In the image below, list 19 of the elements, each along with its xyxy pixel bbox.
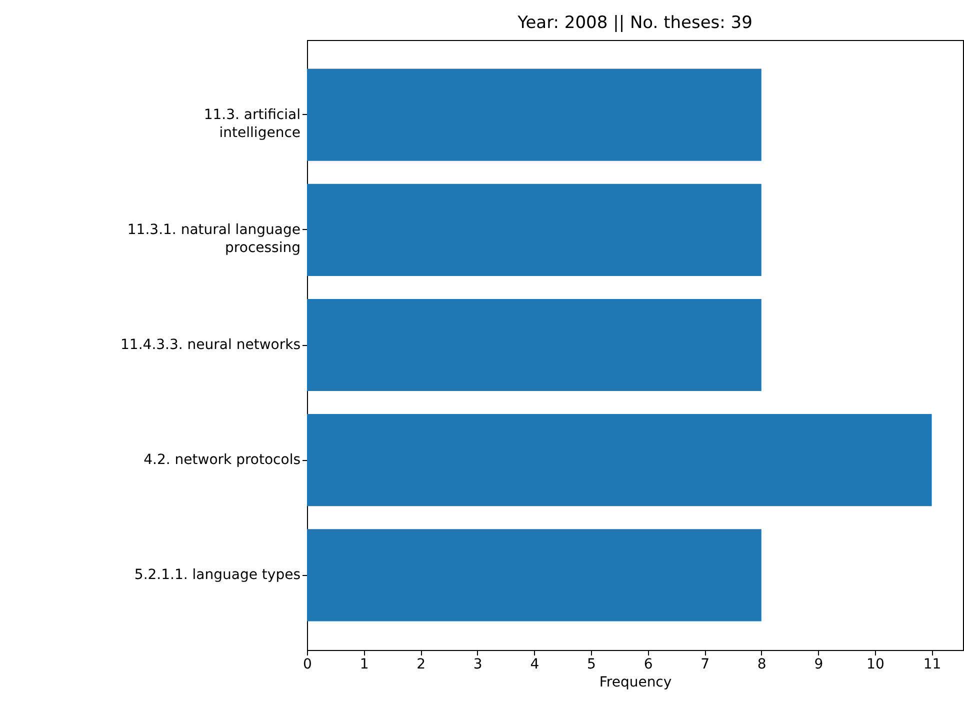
x-tick-label: 0 <box>303 656 312 672</box>
x-tick-label: 2 <box>416 656 426 672</box>
y-tick-label: 4.2. network protocols <box>144 452 300 468</box>
x-tick-label: 9 <box>814 656 824 672</box>
x-axis-title: Frequency <box>599 674 672 690</box>
y-tick-label: 5.2.1.1. language types <box>134 567 300 584</box>
chart-title: Year: 2008 || No. theses: 39 <box>516 13 752 33</box>
x-tick-label: 11 <box>923 656 942 672</box>
x-tick-label: 3 <box>473 656 482 672</box>
x-tick-label: 10 <box>866 656 884 672</box>
x-tick-label: 1 <box>360 656 369 672</box>
y-tick-label: 11.3. artificial intelligence <box>204 106 300 141</box>
y-tick-label: 11.3.1. natural language processing <box>127 222 300 256</box>
y-tick-label: 11.4.3.3. neural networks <box>120 337 300 353</box>
x-tick-label: 8 <box>757 656 766 672</box>
x-tick-label: 5 <box>587 656 596 672</box>
x-tick-label: 7 <box>700 656 710 672</box>
x-tick-label: 4 <box>530 656 540 672</box>
x-tick-label: 6 <box>644 656 653 672</box>
